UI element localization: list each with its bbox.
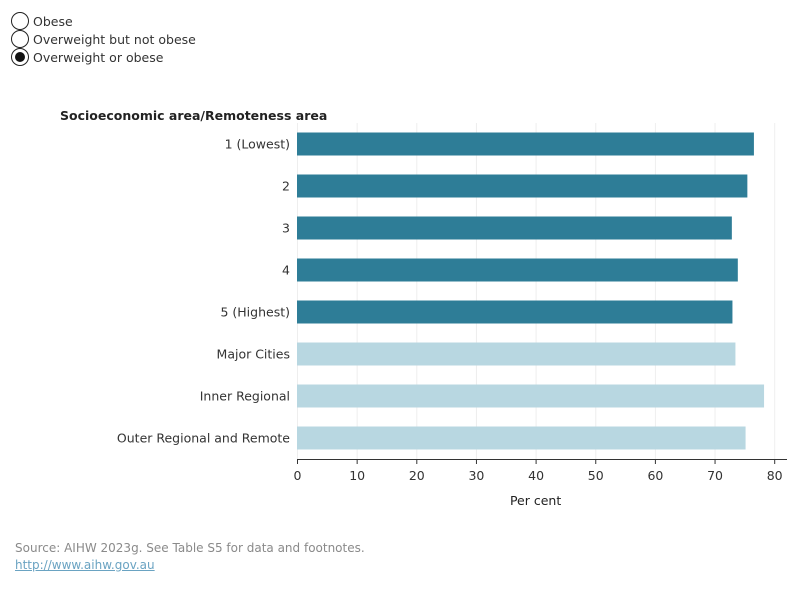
x-tick-label: 20 <box>409 468 425 483</box>
x-tick-label: 0 <box>294 468 302 483</box>
category-label: 5 (Highest) <box>220 305 290 320</box>
radio-label: Obese <box>33 13 73 29</box>
category-label: 2 <box>282 179 290 194</box>
radio-option[interactable]: Overweight or obese <box>11 48 196 66</box>
bar <box>297 300 733 324</box>
category-label: Inner Regional <box>200 389 290 404</box>
radio-button[interactable] <box>11 48 29 66</box>
x-tick-label: 40 <box>528 468 544 483</box>
radio-label: Overweight but not obese <box>33 31 196 47</box>
measure-radio-group: Obese Overweight but not obese Overweight … <box>11 12 196 66</box>
bar <box>297 426 746 450</box>
radio-button[interactable] <box>11 30 29 48</box>
aihw-link[interactable]: http://www.aihw.gov.au <box>15 558 155 572</box>
x-tick-label: 10 <box>349 468 365 483</box>
x-tick-label: 50 <box>588 468 604 483</box>
category-label: 4 <box>282 263 290 278</box>
category-label: Outer Regional and Remote <box>117 431 290 446</box>
bar <box>297 342 736 366</box>
bar <box>297 216 732 240</box>
category-label: Major Cities <box>217 347 290 362</box>
category-label: 3 <box>282 221 290 236</box>
bar <box>297 132 754 156</box>
category-axis-label: Socioeconomic area/Remoteness area <box>60 108 327 123</box>
x-axis-label: Per cent <box>510 493 561 508</box>
bar <box>297 174 748 198</box>
x-tick-label: 80 <box>767 468 783 483</box>
radio-option[interactable]: Obese <box>11 12 196 30</box>
category-label: 1 (Lowest) <box>225 137 290 152</box>
radio-option[interactable]: Overweight but not obese <box>11 30 196 48</box>
x-tick-label: 70 <box>707 468 723 483</box>
x-tick-label: 60 <box>647 468 663 483</box>
source-note: Source: AIHW 2023g. See Table S5 for dat… <box>15 541 365 555</box>
bar <box>297 258 738 282</box>
bar <box>297 384 765 408</box>
radio-button[interactable] <box>11 12 29 30</box>
x-tick-label: 30 <box>468 468 484 483</box>
bar-chart: Socioeconomic area/Remoteness area 1 (Low… <box>60 108 787 508</box>
radio-label: Overweight or obese <box>33 49 164 65</box>
footer: Source: AIHW 2023g. See Table S5 for dat… <box>15 540 365 574</box>
